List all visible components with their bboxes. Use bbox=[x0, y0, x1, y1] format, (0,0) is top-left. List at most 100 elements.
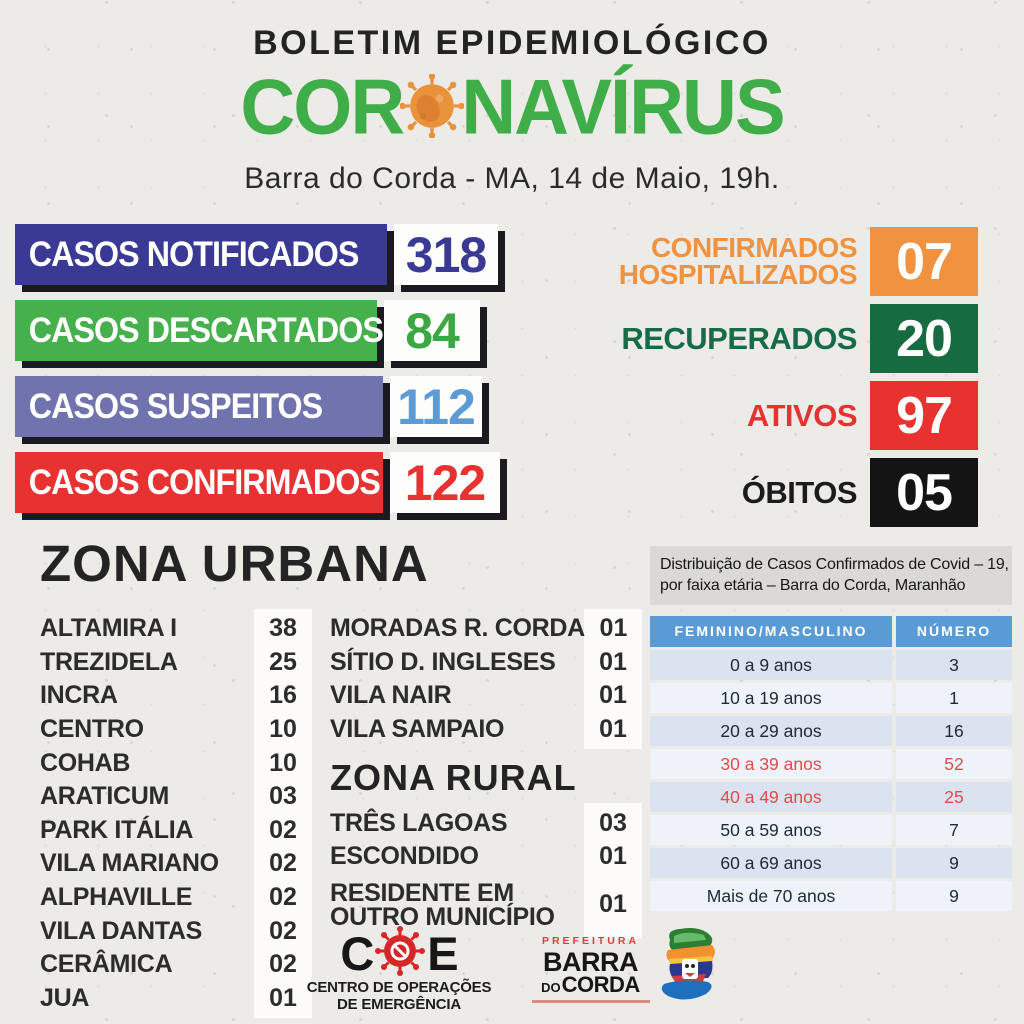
list-item: INCRA 16 bbox=[40, 679, 312, 713]
stat-label: RECUPERADOS bbox=[621, 320, 857, 356]
place-name: ESCONDIDO bbox=[330, 842, 479, 871]
prefeitura-name-docorda: DO CORDA bbox=[532, 973, 650, 996]
age-range: 60 a 69 anos bbox=[650, 848, 892, 879]
stat-bar: CASOS SUSPEITOS bbox=[15, 376, 383, 437]
stat-value-box: 122 bbox=[390, 452, 500, 513]
stat-label: CASOS NOTIFICADOS bbox=[28, 234, 360, 274]
place-count: 02 bbox=[269, 883, 297, 912]
place-name: JUA bbox=[40, 983, 90, 1012]
stat-ativos: ATIVOS 97 bbox=[596, 381, 978, 450]
bulletin-subtitle: Barra do Corda - MA, 14 de Maio, 19h. bbox=[244, 162, 780, 195]
place-name: ALPHAVILLE bbox=[40, 883, 193, 912]
place-name: VILA NAIR bbox=[330, 681, 452, 710]
zona-rural-list: TRÊS LAGOAS 03 ESCONDIDO 01 RESIDENTE EM O… bbox=[330, 803, 642, 939]
prefeitura-name-do: DO bbox=[541, 979, 561, 995]
stat-value: 84 bbox=[405, 302, 460, 359]
title-suffix: NAVÍRUS bbox=[461, 63, 785, 151]
list-item: ALPHAVILLE 02 bbox=[40, 881, 312, 915]
stat-value-box: 112 bbox=[390, 376, 482, 437]
place-name: PARK ITÁLIA bbox=[40, 815, 194, 844]
table-row: 20 a 29 anos 16 bbox=[650, 716, 1012, 747]
list-item: VILA MARIANO 02 bbox=[40, 847, 312, 881]
place-count: 16 bbox=[269, 681, 297, 710]
stat-recuperados: RECUPERADOS 20 bbox=[596, 304, 978, 373]
age-count: 9 bbox=[896, 848, 1012, 879]
prefeitura-wordmark: PREFEITURA BARRA DO CORDA bbox=[531, 936, 650, 1003]
right-stats: CONFIRMADOS HOSPITALIZADOS 07 RECUPERADO… bbox=[596, 227, 978, 535]
table-row: 10 a 19 anos 1 bbox=[650, 683, 1012, 714]
stat-value-box: 318 bbox=[394, 224, 498, 285]
stat-value: 318 bbox=[405, 226, 487, 283]
place-count: 38 bbox=[269, 614, 297, 643]
stat-label: ATIVOS bbox=[746, 397, 858, 433]
stat-label: CASOS CONFIRMADOS bbox=[28, 462, 381, 502]
stat-bar: CASOS NOTIFICADOS bbox=[15, 224, 387, 285]
place-count: 01 bbox=[599, 681, 627, 710]
age-range: Mais de 70 anos bbox=[650, 881, 892, 912]
stat-label: CASOS SUSPEITOS bbox=[28, 386, 323, 426]
place-name: ARATICUM bbox=[40, 782, 170, 811]
place-count: 01 bbox=[599, 842, 627, 871]
place-name: COHAB bbox=[40, 748, 131, 777]
list-item: JUA 01 bbox=[40, 982, 312, 1016]
list-item: PARK ITÁLIA 02 bbox=[40, 814, 312, 848]
col-header-number: NÚMERO bbox=[896, 616, 1012, 648]
coe-virus-icon bbox=[375, 926, 426, 980]
stat-label: ÓBITOS bbox=[741, 474, 858, 510]
table-row: Mais de 70 anos 9 bbox=[650, 881, 1012, 912]
place-name: RESIDENTE EM OUTRO MUNICÍPIO bbox=[330, 878, 555, 931]
place-count: 01 bbox=[599, 890, 627, 919]
age-table-title-line1: Distribuição de Casos Confirmados de Cov… bbox=[660, 556, 1009, 573]
place-count: 03 bbox=[269, 782, 297, 811]
age-range: 20 a 29 anos bbox=[650, 716, 892, 747]
stat-value: 97 bbox=[896, 386, 953, 445]
age-count: 52 bbox=[896, 749, 1012, 780]
place-name: VILA DANTAS bbox=[40, 916, 202, 945]
stat-value-box: 05 bbox=[870, 458, 978, 527]
stat-value-box: 20 bbox=[870, 304, 978, 373]
list-item: RESIDENTE EM OUTRO MUNICÍPIO 01 bbox=[330, 874, 642, 936]
place-name: ALTAMIRA I bbox=[40, 614, 177, 643]
place-count: 01 bbox=[599, 647, 627, 676]
table-row: 30 a 39 anos 52 bbox=[650, 749, 1012, 780]
barra-do-corda-map-icon bbox=[656, 926, 718, 1013]
age-count: 16 bbox=[896, 716, 1012, 747]
place-name: SÍTIO D. INGLESES bbox=[330, 647, 556, 676]
age-table-title: Distribuição de Casos Confirmados de Cov… bbox=[650, 546, 1012, 606]
age-range: 30 a 39 anos bbox=[650, 749, 892, 780]
place-count: 02 bbox=[269, 815, 297, 844]
age-count: 3 bbox=[896, 650, 1012, 681]
list-item: VILA DANTAS 02 bbox=[40, 914, 312, 948]
age-count: 9 bbox=[896, 881, 1012, 912]
number-strip bbox=[584, 803, 642, 939]
coe-logo: C bbox=[307, 926, 492, 1014]
middle-column: MORADAS R. CORDA 01 SÍTIO D. INGLESES 01 V… bbox=[330, 609, 642, 939]
list-item: MORADAS R. CORDA 01 bbox=[330, 612, 642, 646]
stat-value-box: 07 bbox=[870, 227, 978, 296]
zona-urbana-list-col1: ALTAMIRA I 38 TREZIDELA 25 INCRA 16 CENTRO 1… bbox=[40, 609, 312, 1019]
list-item: CERÂMICA 02 bbox=[40, 948, 312, 982]
table-row: 60 a 69 anos 9 bbox=[650, 848, 1012, 879]
stat-value: 20 bbox=[896, 309, 953, 368]
stat-bar: CASOS CONFIRMADOS bbox=[15, 452, 383, 513]
stat-value-box: 97 bbox=[870, 381, 978, 450]
list-item: VILA NAIR 01 bbox=[330, 679, 642, 713]
place-count: 25 bbox=[269, 647, 297, 676]
place-name: CENTRO bbox=[40, 715, 144, 744]
place-count: 01 bbox=[599, 614, 628, 643]
stat-casos-confirmados: CASOS CONFIRMADOS 122 bbox=[15, 452, 575, 513]
stat-value-box: 84 bbox=[384, 300, 480, 361]
left-stats: CASOS NOTIFICADOS 318 CASOS DESCARTADOS … bbox=[15, 224, 575, 528]
col-header-group: FEMININO/MASCULINO bbox=[650, 616, 892, 648]
coe-letter-c: C bbox=[340, 926, 374, 980]
stat-obitos: ÓBITOS 05 bbox=[596, 458, 978, 527]
stat-label: CASOS DESCARTADOS bbox=[28, 310, 384, 350]
stat-casos-descartados: CASOS DESCARTADOS 84 bbox=[15, 300, 575, 361]
place-count: 01 bbox=[599, 715, 627, 744]
list-item: TREZIDELA 25 bbox=[40, 646, 312, 680]
list-item: ESCONDIDO 01 bbox=[330, 840, 642, 874]
stat-bar: CASOS DESCARTADOS bbox=[15, 300, 384, 361]
place-count: 02 bbox=[269, 849, 297, 878]
age-range: 50 a 59 anos bbox=[650, 815, 892, 846]
